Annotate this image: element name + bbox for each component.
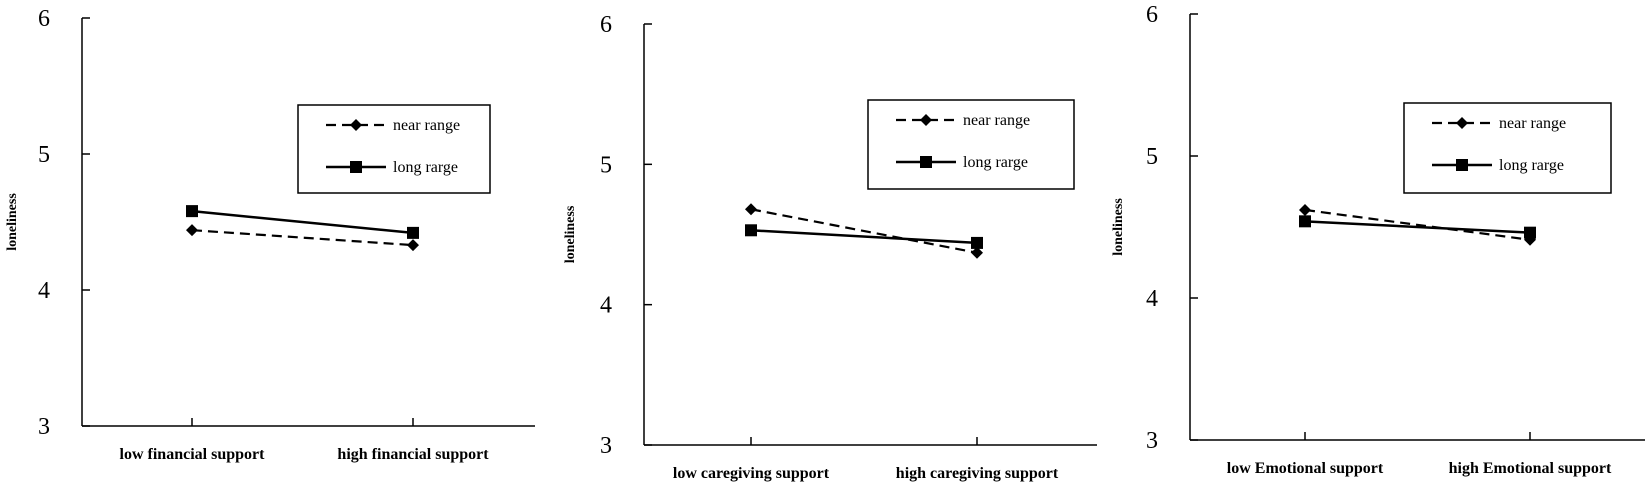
- legend-marker-diamond: [1456, 117, 1468, 129]
- series-line-1: [750, 208, 978, 254]
- y-tick-label: 3: [600, 433, 612, 459]
- legend-marker-diamond: [350, 119, 362, 131]
- legend-label: long rarge: [393, 159, 458, 176]
- chart-panel-2: 3 4 5 6 loneliness low caregiving support high…: [563, 12, 1097, 482]
- legend-marker-square: [920, 156, 932, 168]
- x-category-label: low Emotional support: [1227, 460, 1384, 477]
- y-tick-label: 6: [1146, 2, 1158, 28]
- data-point-square: [407, 226, 419, 239]
- data-point-square: [1524, 226, 1536, 239]
- data-point-diamond: [1299, 203, 1311, 216]
- y-tick-label: 5: [1146, 144, 1158, 170]
- chart-panel-1: 3 4 5 6 loneliness low financial support high …: [5, 6, 535, 463]
- legend-marker-diamond: [920, 114, 932, 126]
- data-point-square: [971, 236, 983, 249]
- y-axis-title: loneliness: [5, 193, 20, 251]
- legend: near range long rarge: [1403, 102, 1612, 194]
- y-axis-title: loneliness: [563, 205, 578, 263]
- legend-label: long rarge: [1499, 157, 1564, 174]
- legend-box: [297, 104, 491, 194]
- series-line-2: [191, 209, 414, 235]
- series-line-2: [750, 229, 978, 245]
- legend-label: near range: [963, 112, 1030, 129]
- data-point-diamond: [971, 246, 983, 259]
- series-line-1: [1304, 208, 1531, 241]
- legend-box: [867, 99, 1075, 190]
- y-tick-label: 3: [38, 414, 50, 440]
- y-axis-title: loneliness: [1111, 198, 1126, 256]
- x-category-label: high caregiving support: [896, 465, 1059, 482]
- y-tick-label: 6: [38, 6, 50, 32]
- y-tick-label: 5: [600, 152, 612, 178]
- legend-marker-square: [350, 161, 362, 173]
- legend-label: near range: [393, 117, 460, 134]
- x-category-label: low financial support: [120, 446, 266, 463]
- y-tick-label: 4: [38, 278, 50, 304]
- y-tick-label: 5: [38, 142, 50, 168]
- data-point-square: [186, 205, 198, 218]
- data-point-square: [1299, 215, 1311, 228]
- series-line-1: [191, 229, 414, 247]
- x-category-label: low caregiving support: [673, 465, 830, 482]
- data-point-diamond: [407, 239, 419, 252]
- x-category-label: high financial support: [337, 446, 489, 463]
- data-point-square: [745, 224, 757, 237]
- series-line-2: [1304, 220, 1531, 234]
- legend: near range long rarge: [867, 99, 1075, 190]
- legend-marker-square: [1456, 159, 1468, 171]
- legend: near range long rarge: [297, 104, 491, 194]
- y-tick-label: 4: [1146, 286, 1158, 312]
- y-tick-label: 4: [600, 293, 612, 319]
- y-tick-label: 3: [1146, 428, 1158, 454]
- x-category-label: high Emotional support: [1449, 460, 1612, 477]
- data-point-diamond: [745, 203, 757, 216]
- legend-box: [1403, 102, 1612, 194]
- legend-label: long rarge: [963, 154, 1028, 171]
- data-point-diamond: [186, 224, 198, 237]
- chart-panel-3: 3 4 5 6 loneliness low Emotional support high …: [1111, 2, 1645, 477]
- legend-label: near range: [1499, 115, 1566, 132]
- y-tick-label: 6: [600, 12, 612, 38]
